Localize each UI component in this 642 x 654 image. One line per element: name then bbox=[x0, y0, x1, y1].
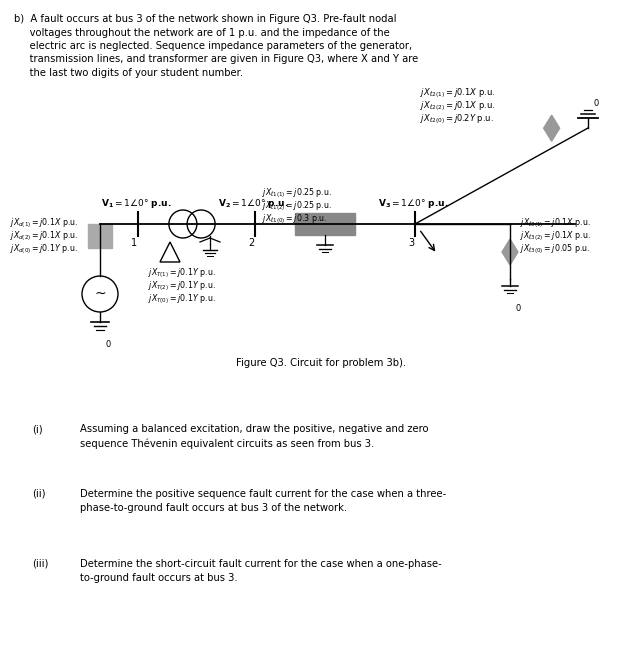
Text: the last two digits of your student number.: the last two digits of your student numb… bbox=[14, 68, 243, 78]
Text: (i): (i) bbox=[32, 424, 42, 434]
Text: 1: 1 bbox=[131, 238, 137, 248]
Polygon shape bbox=[544, 115, 560, 141]
Bar bbox=[88, 224, 112, 248]
Text: 0: 0 bbox=[515, 304, 520, 313]
Text: $jX_{T(2)} = j0.1Y$ p.u.: $jX_{T(2)} = j0.1Y$ p.u. bbox=[148, 279, 216, 293]
Text: $jX_{\ell2(0)} = j0.2Y$ p.u.: $jX_{\ell2(0)} = j0.2Y$ p.u. bbox=[420, 112, 494, 126]
Bar bbox=[295, 213, 355, 235]
Text: $jX_{T(1)} = j0.1Y$ p.u.: $jX_{T(1)} = j0.1Y$ p.u. bbox=[148, 266, 216, 280]
Text: 3: 3 bbox=[408, 238, 414, 248]
Text: $jX_{d(2)} = j0.1X$ p.u.: $jX_{d(2)} = j0.1X$ p.u. bbox=[10, 229, 78, 243]
Text: $jX_{\ell2(1)} = j0.1X$ p.u.: $jX_{\ell2(1)} = j0.1X$ p.u. bbox=[420, 86, 495, 100]
Text: $jX_{\ell3(2)} = j0.1X$ p.u.: $jX_{\ell3(2)} = j0.1X$ p.u. bbox=[520, 229, 591, 243]
Text: $\mathbf{V_2} = 1\angle 0°$ p.u.: $\mathbf{V_2} = 1\angle 0°$ p.u. bbox=[218, 197, 288, 210]
Text: 2: 2 bbox=[248, 238, 254, 248]
Text: Figure Q3. Circuit for problem 3b).: Figure Q3. Circuit for problem 3b). bbox=[236, 358, 406, 368]
Text: $jX_{\ell1(1)} = j0.25$ p.u.: $jX_{\ell1(1)} = j0.25$ p.u. bbox=[262, 186, 332, 200]
Text: 0: 0 bbox=[594, 99, 599, 108]
Text: voltages throughout the network are of 1 p.u. and the impedance of the: voltages throughout the network are of 1… bbox=[14, 27, 390, 37]
Polygon shape bbox=[502, 239, 518, 265]
Text: (ii): (ii) bbox=[32, 489, 46, 499]
Text: $jX_{\ell3(1)} = j0.1X$ p.u.: $jX_{\ell3(1)} = j0.1X$ p.u. bbox=[520, 216, 591, 230]
Text: $\mathbf{V_1} = 1\angle 0°$ p.u.: $\mathbf{V_1} = 1\angle 0°$ p.u. bbox=[101, 197, 171, 210]
Text: (iii): (iii) bbox=[32, 559, 48, 569]
Text: $jX_{\ell1(2)} = j0.25$ p.u.: $jX_{\ell1(2)} = j0.25$ p.u. bbox=[262, 199, 332, 213]
Text: $jX_{\ell1(0)} = j0.3$ p.u.: $jX_{\ell1(0)} = j0.3$ p.u. bbox=[262, 212, 327, 226]
Text: $jX_{\ell2(2)} = j0.1X$ p.u.: $jX_{\ell2(2)} = j0.1X$ p.u. bbox=[420, 99, 495, 112]
Text: $jX_{T(0)} = j0.1Y$ p.u.: $jX_{T(0)} = j0.1Y$ p.u. bbox=[148, 292, 216, 306]
Text: Determine the positive sequence fault current for the case when a three-
phase-t: Determine the positive sequence fault cu… bbox=[80, 489, 446, 513]
Text: 0: 0 bbox=[106, 340, 111, 349]
Text: ~: ~ bbox=[94, 287, 106, 301]
Text: $\mathbf{V_3} = 1\angle 0°$ p.u.: $\mathbf{V_3} = 1\angle 0°$ p.u. bbox=[377, 197, 448, 210]
Text: electric arc is neglected. Sequence impedance parameters of the generator,: electric arc is neglected. Sequence impe… bbox=[14, 41, 412, 51]
Text: Determine the short-circuit fault current for the case when a one-phase-
to-grou: Determine the short-circuit fault curren… bbox=[80, 559, 442, 583]
Text: b)  A fault occurs at bus 3 of the network shown in Figure Q3. Pre-fault nodal: b) A fault occurs at bus 3 of the networ… bbox=[14, 14, 397, 24]
Text: $jX_{d(0)} = j0.1Y$ p.u.: $jX_{d(0)} = j0.1Y$ p.u. bbox=[10, 242, 78, 256]
Text: $jX_{\ell3(0)} = j0.05$ p.u.: $jX_{\ell3(0)} = j0.05$ p.u. bbox=[520, 242, 591, 256]
Text: $jX_{d(1)} = j0.1X$ p.u.: $jX_{d(1)} = j0.1X$ p.u. bbox=[10, 216, 78, 230]
Text: transmission lines, and transformer are given in Figure Q3, where X and Y are: transmission lines, and transformer are … bbox=[14, 54, 418, 65]
Text: Assuming a balanced excitation, draw the positive, negative and zero
sequence Th: Assuming a balanced excitation, draw the… bbox=[80, 424, 428, 449]
